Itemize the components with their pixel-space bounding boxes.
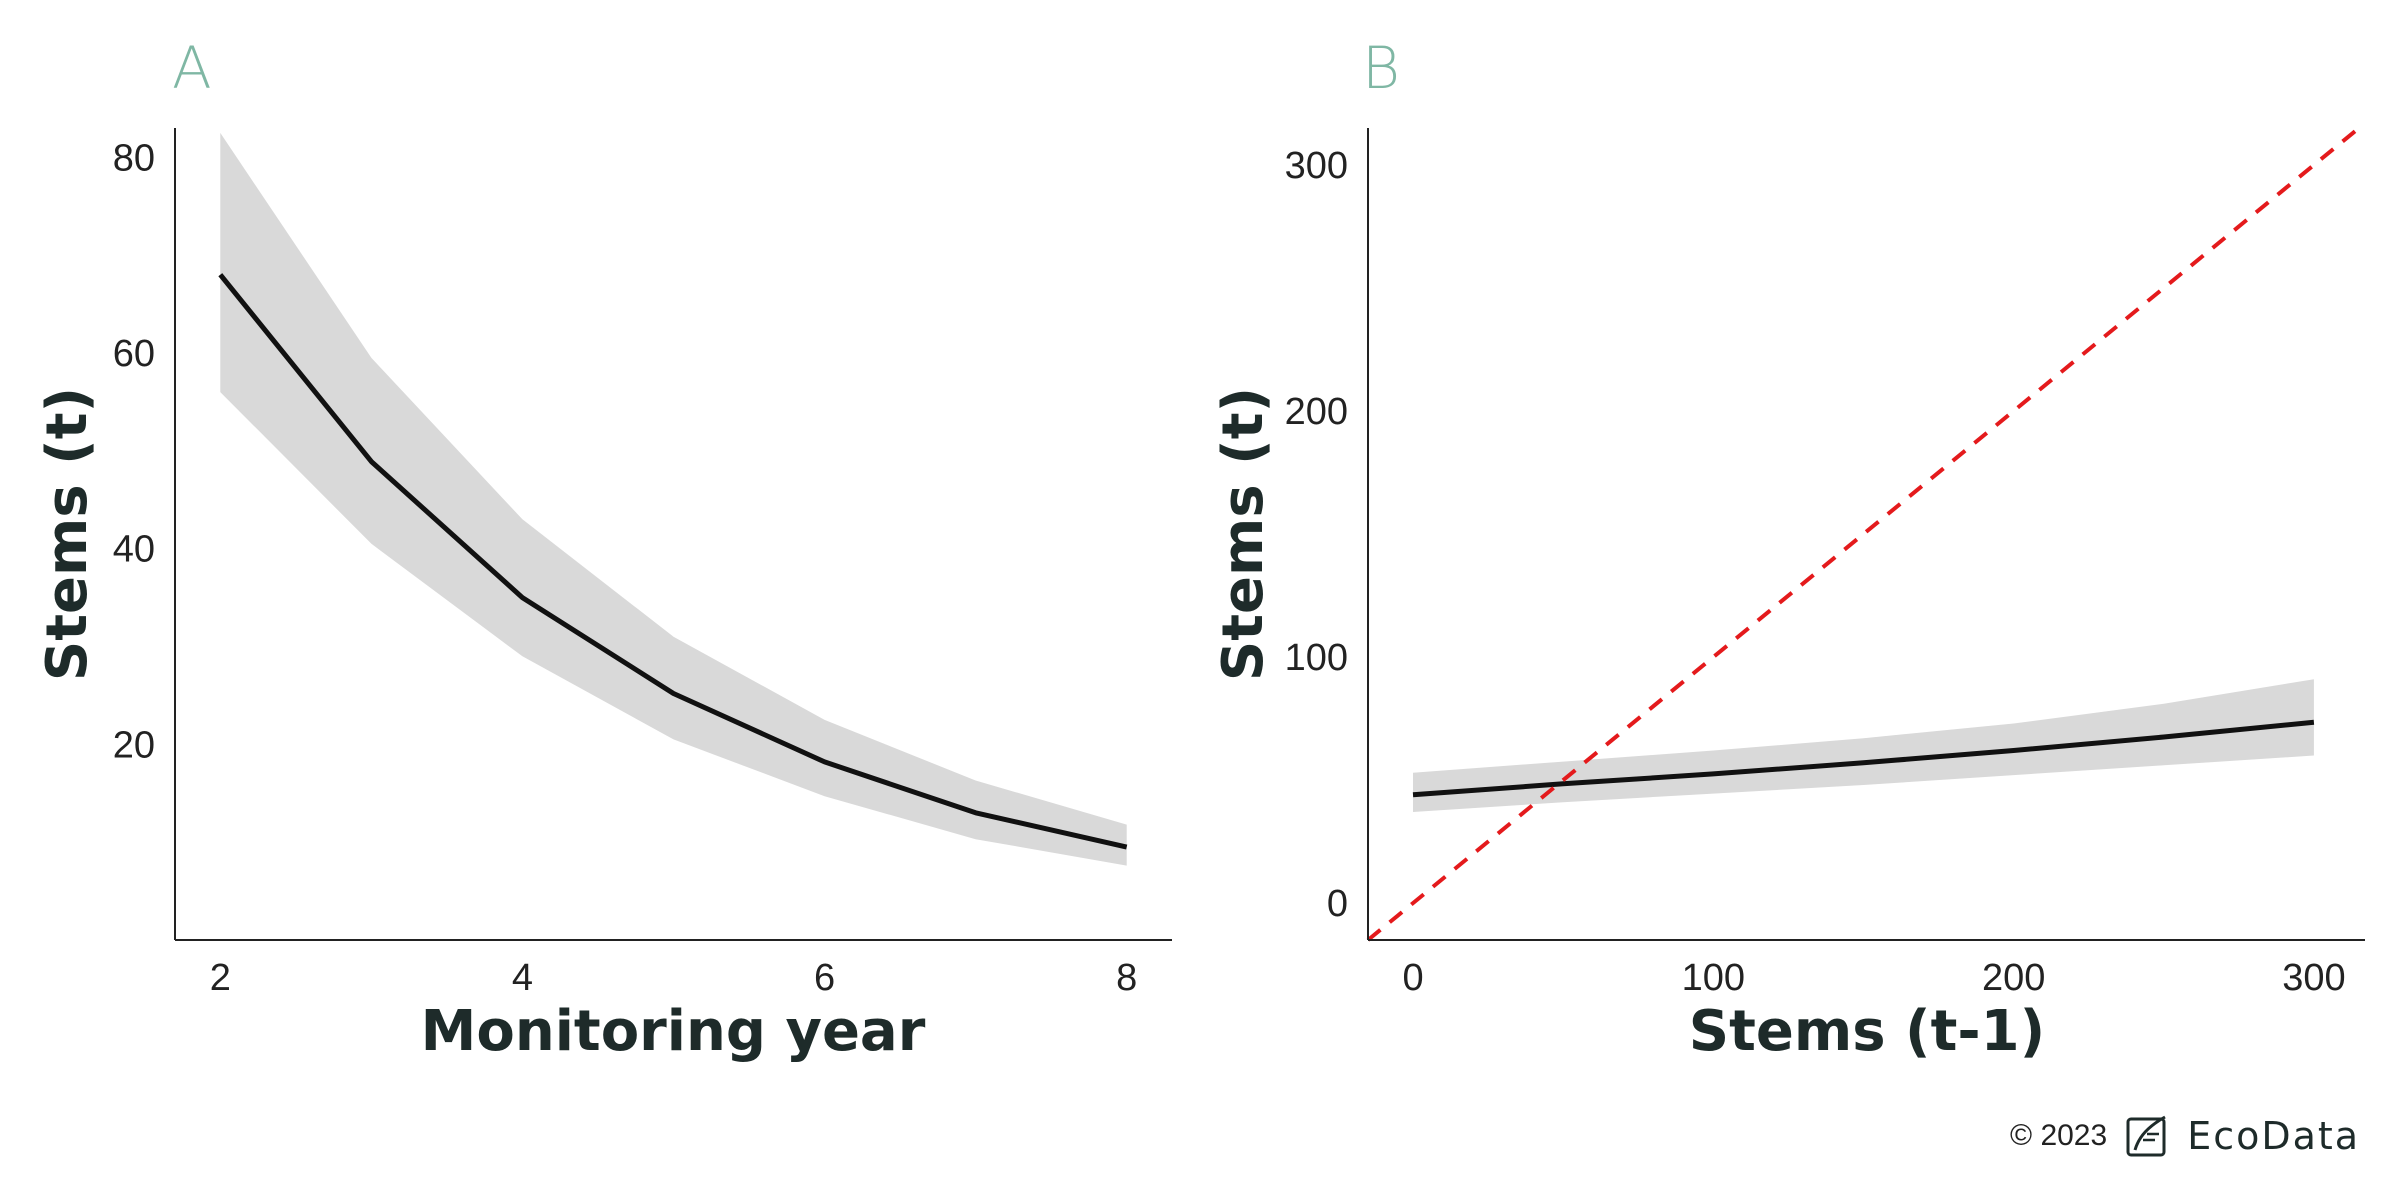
panel-a-x-tick-label: 6 (814, 957, 835, 999)
panel-b-x-tick-label: 100 (1682, 957, 1745, 999)
panel-a-y-tick-label: 40 (113, 529, 155, 571)
panel-b-letter: B (1362, 34, 1400, 102)
panel-a-x-tick-labels: 2 4 6 8 (210, 957, 1138, 999)
panel-b-reference-line (1366, 126, 2361, 942)
panel-b-x-tick-label: 300 (2282, 957, 2345, 999)
brand-name: EcoData (2187, 1114, 2361, 1158)
panel-a-x-tick-label: 4 (512, 957, 533, 999)
panel-b: B 0 100 200 300 0 100 200 300 Stems (t-1) Stem… (1211, 34, 2365, 1064)
panel-a-y-axis-title: Stems (t) (35, 387, 100, 681)
panel-b-y-tick-label: 100 (1285, 637, 1348, 679)
panel-b-y-tick-label: 200 (1285, 391, 1348, 433)
leaf-frame-icon (2126, 1115, 2166, 1157)
panel-b-y-axis-title: Stems (t) (1211, 387, 1276, 681)
panel-a-series-group (218, 273, 1128, 850)
credit: © 2023 EcoData (2010, 1112, 2360, 1160)
panel-a-confidence-band-group (220, 132, 1127, 866)
panel-a-x-axis-title: Monitoring year (421, 999, 926, 1064)
panel-b-x-axis-title: Stems (t-1) (1689, 999, 2045, 1064)
panel-b-x-tick-label: 0 (1402, 957, 1423, 999)
panel-a-y-tick-label: 20 (113, 724, 155, 766)
panel-a-y-tick-label: 60 (113, 333, 155, 375)
copyright-text: © 2023 (2010, 1119, 2108, 1152)
panel-b-reference-group (1366, 126, 2361, 942)
panel-a-x-tick-label: 8 (1116, 957, 1137, 999)
panel-b-x-tick-label: 200 (1982, 957, 2045, 999)
panel-a: A 2 4 6 8 20 40 60 80 Monitoring year Stems (t… (35, 34, 1172, 1064)
panel-b-y-tick-label: 0 (1327, 883, 1348, 925)
panel-a-y-tick-labels: 20 40 60 80 (113, 137, 155, 766)
panel-a-confidence-band (220, 132, 1127, 866)
panel-a-fit-line-0 (218, 273, 1128, 850)
panel-b-y-tick-label: 300 (1285, 145, 1348, 187)
panel-a-letter: A (172, 34, 212, 102)
panel-b-x-tick-labels: 0 100 200 300 (1402, 957, 2345, 999)
panel-a-x-tick-label: 2 (210, 957, 231, 999)
panel-b-y-tick-labels: 0 100 200 300 (1285, 145, 1348, 925)
panel-b-fit-line-0 (1412, 719, 2315, 798)
panel-b-series-group (1412, 719, 2315, 798)
panel-a-y-tick-label: 80 (113, 137, 155, 179)
